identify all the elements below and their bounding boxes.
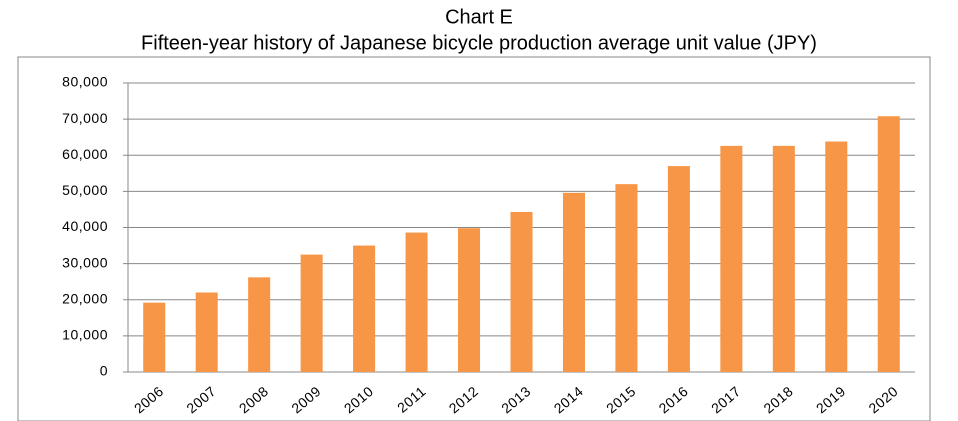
x-tick-label: 2014 bbox=[551, 383, 587, 417]
x-tick-label: 2007 bbox=[183, 383, 219, 417]
bar bbox=[510, 211, 533, 372]
bar bbox=[458, 228, 481, 372]
x-tick-label: 2017 bbox=[708, 383, 744, 417]
bar bbox=[615, 184, 638, 372]
chart-title: Chart E bbox=[445, 6, 513, 28]
x-tick-label: 2013 bbox=[498, 383, 534, 417]
y-tick-label: 60,000 bbox=[62, 146, 108, 162]
bar bbox=[353, 245, 376, 372]
x-tick-label: 2019 bbox=[813, 383, 849, 417]
y-tick-label: 20,000 bbox=[62, 290, 108, 306]
bar bbox=[825, 141, 848, 372]
x-tick-label: 2018 bbox=[760, 383, 796, 417]
chart-subtitle: Fifteen-year history of Japanese bicycle… bbox=[141, 32, 817, 54]
x-tick-label: 2011 bbox=[394, 383, 429, 416]
x-tick-label: 2008 bbox=[236, 383, 272, 417]
bar bbox=[772, 145, 795, 372]
bar bbox=[720, 145, 743, 372]
x-tick-label: 2020 bbox=[865, 383, 901, 417]
x-tick-label: 2006 bbox=[131, 383, 167, 417]
bar bbox=[248, 277, 271, 372]
y-tick-label: 50,000 bbox=[62, 182, 108, 198]
y-tick-label: 30,000 bbox=[62, 254, 108, 270]
bar bbox=[562, 192, 585, 372]
x-tick-label: 2012 bbox=[446, 383, 482, 417]
bar bbox=[195, 292, 218, 372]
bar bbox=[405, 232, 428, 372]
bar bbox=[143, 302, 166, 372]
y-tick-label: 0 bbox=[100, 363, 108, 379]
x-tick-label: 2016 bbox=[656, 383, 692, 417]
x-tick-label: 2010 bbox=[341, 383, 377, 417]
chart-frame bbox=[17, 56, 931, 421]
bar bbox=[300, 254, 323, 372]
bar bbox=[877, 116, 900, 372]
x-tick-label: 2015 bbox=[603, 383, 639, 417]
y-tick-label: 70,000 bbox=[62, 110, 108, 126]
y-tick-label: 80,000 bbox=[62, 74, 108, 90]
bar bbox=[667, 166, 690, 372]
y-tick-label: 10,000 bbox=[62, 327, 108, 343]
y-tick-label: 40,000 bbox=[62, 218, 108, 234]
x-tick-label: 2009 bbox=[288, 383, 324, 417]
